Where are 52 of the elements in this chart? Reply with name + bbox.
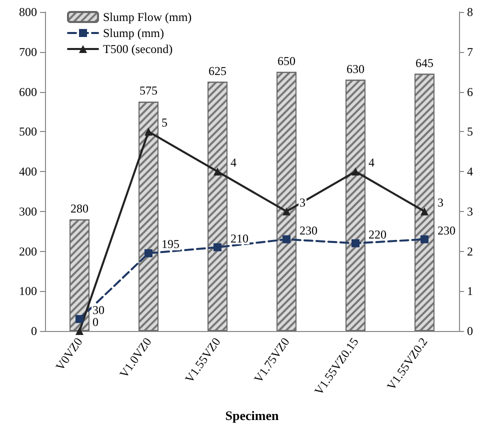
- data-label: 280: [70, 201, 88, 216]
- data-label: 575: [140, 84, 158, 98]
- data-label: 645: [416, 56, 434, 70]
- data-label: 3: [438, 195, 444, 210]
- y2-tick-label: 4: [467, 164, 473, 178]
- y-tick-label: 800: [19, 5, 37, 19]
- data-label: 4: [230, 156, 236, 170]
- y2-tick-label: 2: [467, 244, 473, 258]
- data-label: 195: [162, 237, 180, 252]
- data-label: 630: [346, 62, 364, 76]
- legend-label: Slump (mm): [103, 26, 164, 40]
- y2-tick-label: 1: [467, 284, 473, 298]
- data-label: 230: [300, 223, 318, 238]
- data-label: 650: [278, 54, 296, 68]
- y-tick-label: 100: [19, 284, 37, 298]
- y-tick-label: 0: [31, 324, 37, 338]
- y-tick-label: 600: [19, 84, 37, 99]
- y2-tick-label: 8: [467, 5, 473, 19]
- point: [420, 235, 428, 244]
- y2-tick-label: 0: [467, 324, 473, 338]
- x-axis-title: Specimen: [225, 408, 280, 423]
- data-label: 625: [208, 64, 226, 78]
- y-tick-label: 700: [19, 44, 37, 59]
- y2-tick-label: 6: [467, 84, 473, 99]
- point: [144, 128, 152, 136]
- point: [214, 168, 222, 176]
- point: [282, 207, 290, 216]
- y2-tick-label: 7: [467, 44, 473, 59]
- data-label: 210: [230, 231, 248, 246]
- y-tick-label: 400: [19, 164, 37, 178]
- y2-tick-label: 3: [467, 204, 473, 218]
- y-tick-label: 200: [19, 244, 37, 258]
- data-label: 5: [162, 116, 168, 130]
- legend-label: T500 (second): [103, 42, 173, 56]
- data-label: 220: [368, 227, 386, 242]
- point: [76, 315, 84, 324]
- point: [352, 168, 360, 176]
- point: [352, 239, 360, 248]
- y-tick-label: 300: [19, 204, 37, 218]
- data-label: 0: [92, 315, 98, 329]
- y-tick-label: 500: [19, 124, 37, 139]
- data-label: 4: [368, 156, 374, 170]
- data-label: 230: [438, 223, 456, 238]
- y2-tick-label: 5: [467, 124, 473, 139]
- point: [420, 207, 428, 216]
- point: [144, 249, 152, 258]
- point: [282, 235, 290, 244]
- legend-label: Slump Flow (mm): [103, 10, 192, 24]
- point: [76, 327, 84, 335]
- data-label: 3: [300, 195, 306, 210]
- point: [214, 243, 222, 252]
- data-label: 30: [92, 303, 104, 318]
